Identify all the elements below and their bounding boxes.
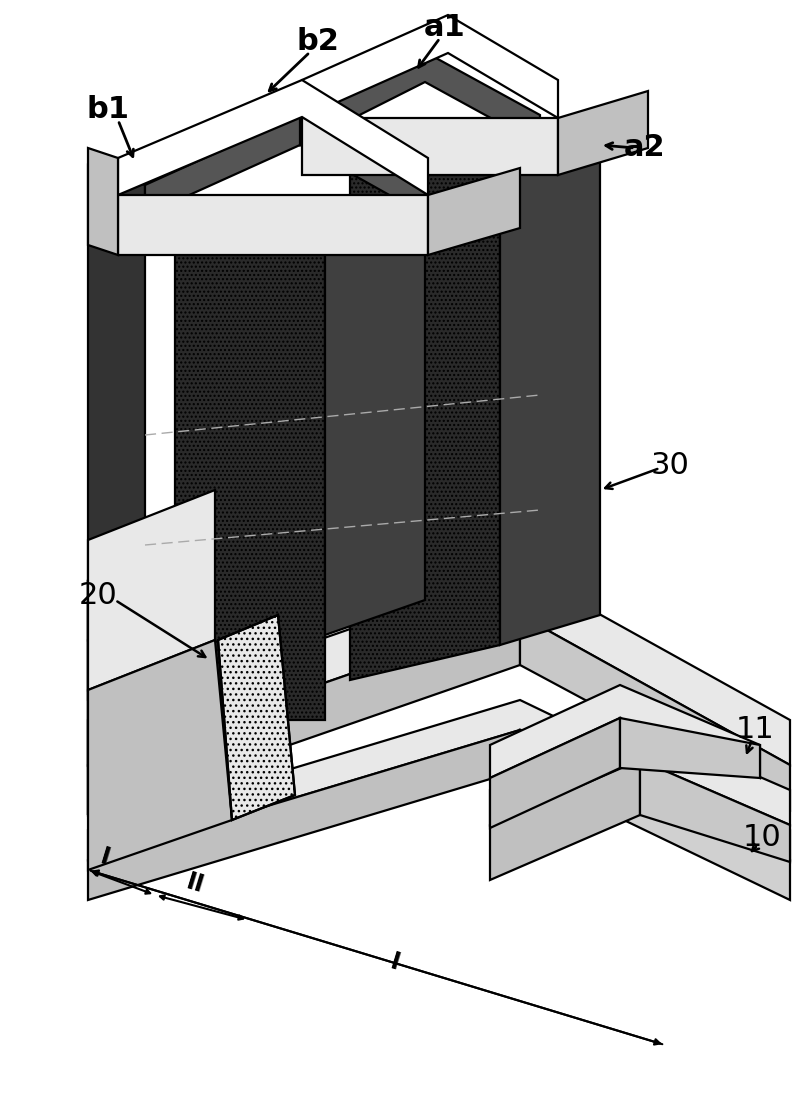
Polygon shape [302,118,557,175]
Text: a1: a1 [423,13,465,43]
Polygon shape [88,165,145,720]
Text: I: I [97,845,112,870]
Text: 20: 20 [79,581,117,609]
Polygon shape [88,522,359,628]
Polygon shape [88,730,520,900]
Text: b1: b1 [87,95,129,125]
Polygon shape [88,640,232,870]
Polygon shape [325,185,424,635]
Polygon shape [427,168,520,255]
Polygon shape [489,760,639,880]
Polygon shape [88,615,520,815]
Polygon shape [300,53,539,146]
Polygon shape [619,718,759,778]
Polygon shape [88,525,228,640]
Polygon shape [639,760,789,862]
Text: II: II [183,870,207,898]
Polygon shape [88,570,789,765]
Polygon shape [520,615,789,810]
Polygon shape [489,718,619,828]
Text: I: I [387,950,402,975]
Polygon shape [88,148,118,255]
Text: 10: 10 [742,824,780,852]
Polygon shape [88,490,215,690]
Text: b2: b2 [296,27,339,57]
Text: a2: a2 [623,133,665,163]
Polygon shape [217,615,294,820]
Polygon shape [302,15,557,118]
Polygon shape [145,115,424,216]
Polygon shape [500,148,599,645]
Polygon shape [557,91,647,175]
Polygon shape [489,725,789,825]
Polygon shape [175,216,325,720]
Polygon shape [118,195,427,255]
Polygon shape [489,685,759,778]
Polygon shape [520,730,789,900]
Polygon shape [350,175,500,680]
Text: 30: 30 [650,451,689,479]
Polygon shape [88,700,789,860]
Polygon shape [88,585,228,765]
Text: 11: 11 [735,715,773,745]
Polygon shape [118,80,427,195]
